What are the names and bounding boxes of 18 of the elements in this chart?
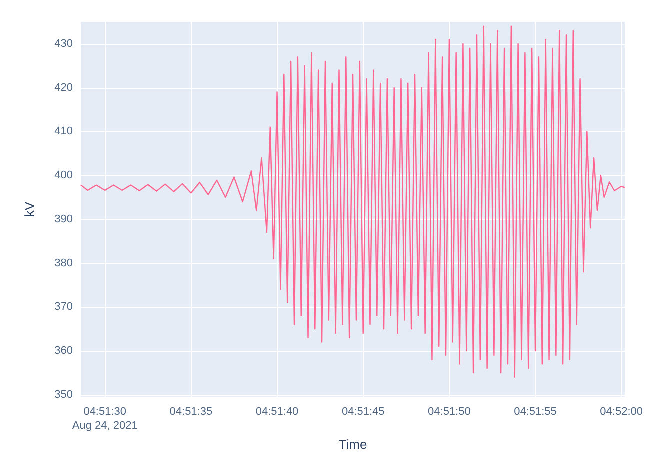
y-tick-label: 400 xyxy=(54,170,73,182)
y-tick-label: 430 xyxy=(54,38,73,50)
y-tick-label: 420 xyxy=(54,82,73,94)
x-tick-label: 04:51:30 Aug 24, 2021 xyxy=(72,406,138,432)
x-tick-label: 04:51:55 xyxy=(514,406,557,418)
y-tick-label: 380 xyxy=(54,257,73,270)
y-tick-label: 370 xyxy=(54,301,73,314)
x-tick-label: 04:51:40 xyxy=(256,406,299,418)
y-tick-label: 390 xyxy=(54,213,73,226)
x-tick-label: 04:52:00 xyxy=(600,406,644,418)
x-tick-label: 04:51:45 xyxy=(342,406,385,418)
y-axis-title: kV xyxy=(22,202,37,218)
x-tick-label: 04:51:50 xyxy=(428,406,471,418)
x-tick-label: 04:51:35 xyxy=(170,406,213,418)
x-axis-title: Time xyxy=(338,437,368,452)
y-tick-label: 350 xyxy=(54,388,73,401)
y-tick-label: 410 xyxy=(54,126,73,138)
y-tick-label: 360 xyxy=(54,345,73,358)
